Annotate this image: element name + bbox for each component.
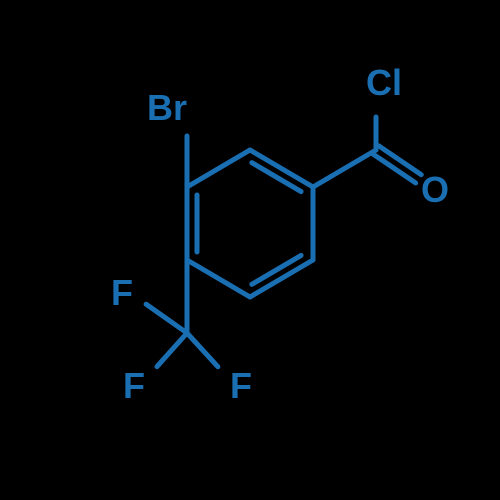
bond — [146, 304, 187, 333]
bond — [157, 333, 187, 367]
atom-label-f: F — [230, 365, 252, 406]
bond — [187, 333, 218, 367]
atom-label-f: F — [123, 365, 145, 406]
atom-label-o: O — [421, 169, 449, 210]
bond — [313, 150, 376, 187]
molecule-diagram: Br Cl O F F F — [0, 0, 500, 500]
bonds-layer — [146, 117, 421, 367]
bond — [187, 260, 250, 297]
atom-label-br: Br — [147, 87, 187, 128]
atom-labels-layer: Br Cl O F F F — [111, 62, 449, 406]
atom-label-cl: Cl — [366, 62, 402, 103]
atom-label-f: F — [111, 272, 133, 313]
bond — [187, 150, 250, 187]
